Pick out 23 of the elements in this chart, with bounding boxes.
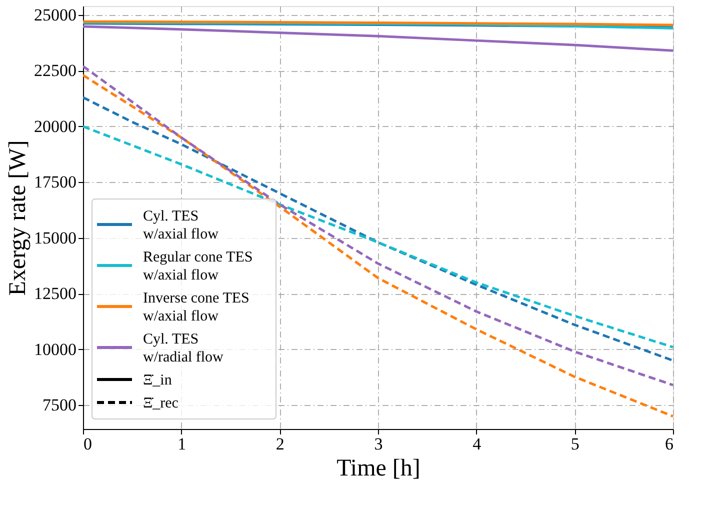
y-tick-label: 20000 [34, 116, 76, 136]
x-tick-label: 1 [178, 434, 186, 454]
legend-label: Inverse cone TES w/axial flow [143, 290, 250, 324]
y-tick-label: 12500 [34, 284, 76, 304]
y-tick-label: 25000 [34, 5, 76, 24]
x-axis-title: Time [h] [336, 456, 420, 482]
x-tick-label: 5 [570, 434, 580, 454]
legend-label: Cyl. TES w/radial flow [143, 332, 224, 366]
annotation: Ξ̇_in [143, 372, 172, 388]
x-tick-label: 0 [84, 434, 92, 454]
legend-label: Regular cone TES w/axial flow [143, 250, 253, 284]
y-tick-label: 7500 [42, 396, 76, 415]
x-tick-label: 3 [374, 434, 383, 454]
annotation: Ξ̇_rec [143, 396, 179, 412]
y-axis-title: Exergy rate [W] [5, 140, 31, 296]
y-tick-label: 17500 [34, 172, 76, 192]
y-tick-label: 15000 [34, 228, 76, 248]
legend-label: Cyl. TES w/axial flow [143, 208, 219, 242]
y-tick-label: 22500 [34, 61, 76, 80]
x-tick-label: 4 [472, 434, 482, 454]
x-tick-label: 2 [276, 434, 284, 454]
y-tick-label: 10000 [34, 340, 76, 359]
x-tick-label: 6 [665, 434, 674, 454]
